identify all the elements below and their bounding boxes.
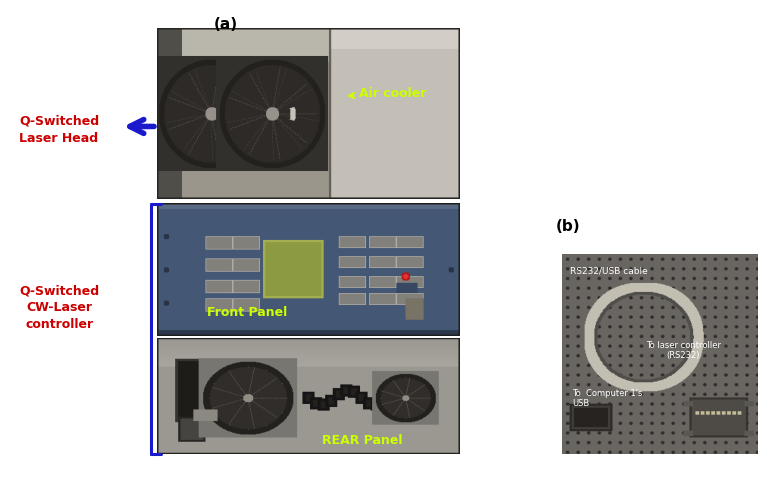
Text: To  Computer 1's
USB: To Computer 1's USB xyxy=(572,388,643,408)
Text: Front Panel: Front Panel xyxy=(207,306,288,319)
Text: REAR Panel: REAR Panel xyxy=(322,433,402,446)
Text: Air cooler: Air cooler xyxy=(350,87,426,100)
Text: (a): (a) xyxy=(213,17,238,32)
Text: (b): (b) xyxy=(555,218,580,233)
Text: To laser controller
(RS232): To laser controller (RS232) xyxy=(646,340,721,360)
Text: RS232/USB cable: RS232/USB cable xyxy=(570,266,648,276)
Text: Q-Switched
Laser Head: Q-Switched Laser Head xyxy=(19,115,99,144)
Text: Q-Switched
CW-Laser
controller: Q-Switched CW-Laser controller xyxy=(19,284,99,331)
